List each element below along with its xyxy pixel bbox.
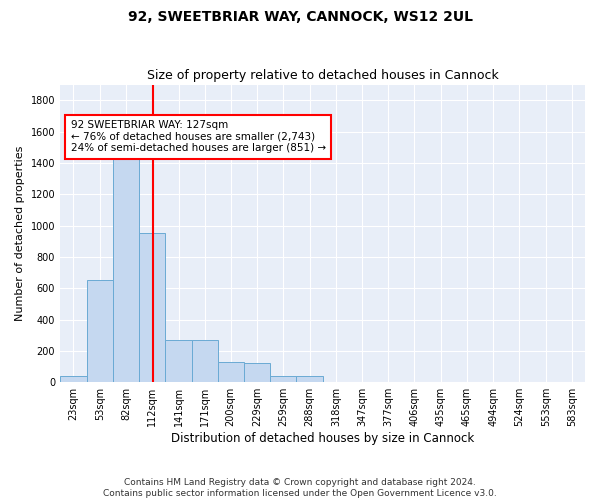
Bar <box>87 280 113 382</box>
Bar <box>139 234 165 382</box>
Text: 92, SWEETBRIAR WAY, CANNOCK, WS12 2UL: 92, SWEETBRIAR WAY, CANNOCK, WS12 2UL <box>128 10 473 24</box>
Y-axis label: Number of detached properties: Number of detached properties <box>15 146 25 321</box>
Bar <box>165 340 192 382</box>
Bar <box>218 362 244 382</box>
Bar <box>296 376 323 382</box>
Bar <box>60 376 87 382</box>
Text: Contains HM Land Registry data © Crown copyright and database right 2024.
Contai: Contains HM Land Registry data © Crown c… <box>103 478 497 498</box>
Bar <box>192 340 218 382</box>
Title: Size of property relative to detached houses in Cannock: Size of property relative to detached ho… <box>146 69 499 82</box>
Text: 92 SWEETBRIAR WAY: 127sqm
← 76% of detached houses are smaller (2,743)
24% of se: 92 SWEETBRIAR WAY: 127sqm ← 76% of detac… <box>71 120 326 154</box>
X-axis label: Distribution of detached houses by size in Cannock: Distribution of detached houses by size … <box>171 432 474 445</box>
Bar <box>113 147 139 382</box>
Bar <box>244 364 271 382</box>
Bar <box>271 376 296 382</box>
